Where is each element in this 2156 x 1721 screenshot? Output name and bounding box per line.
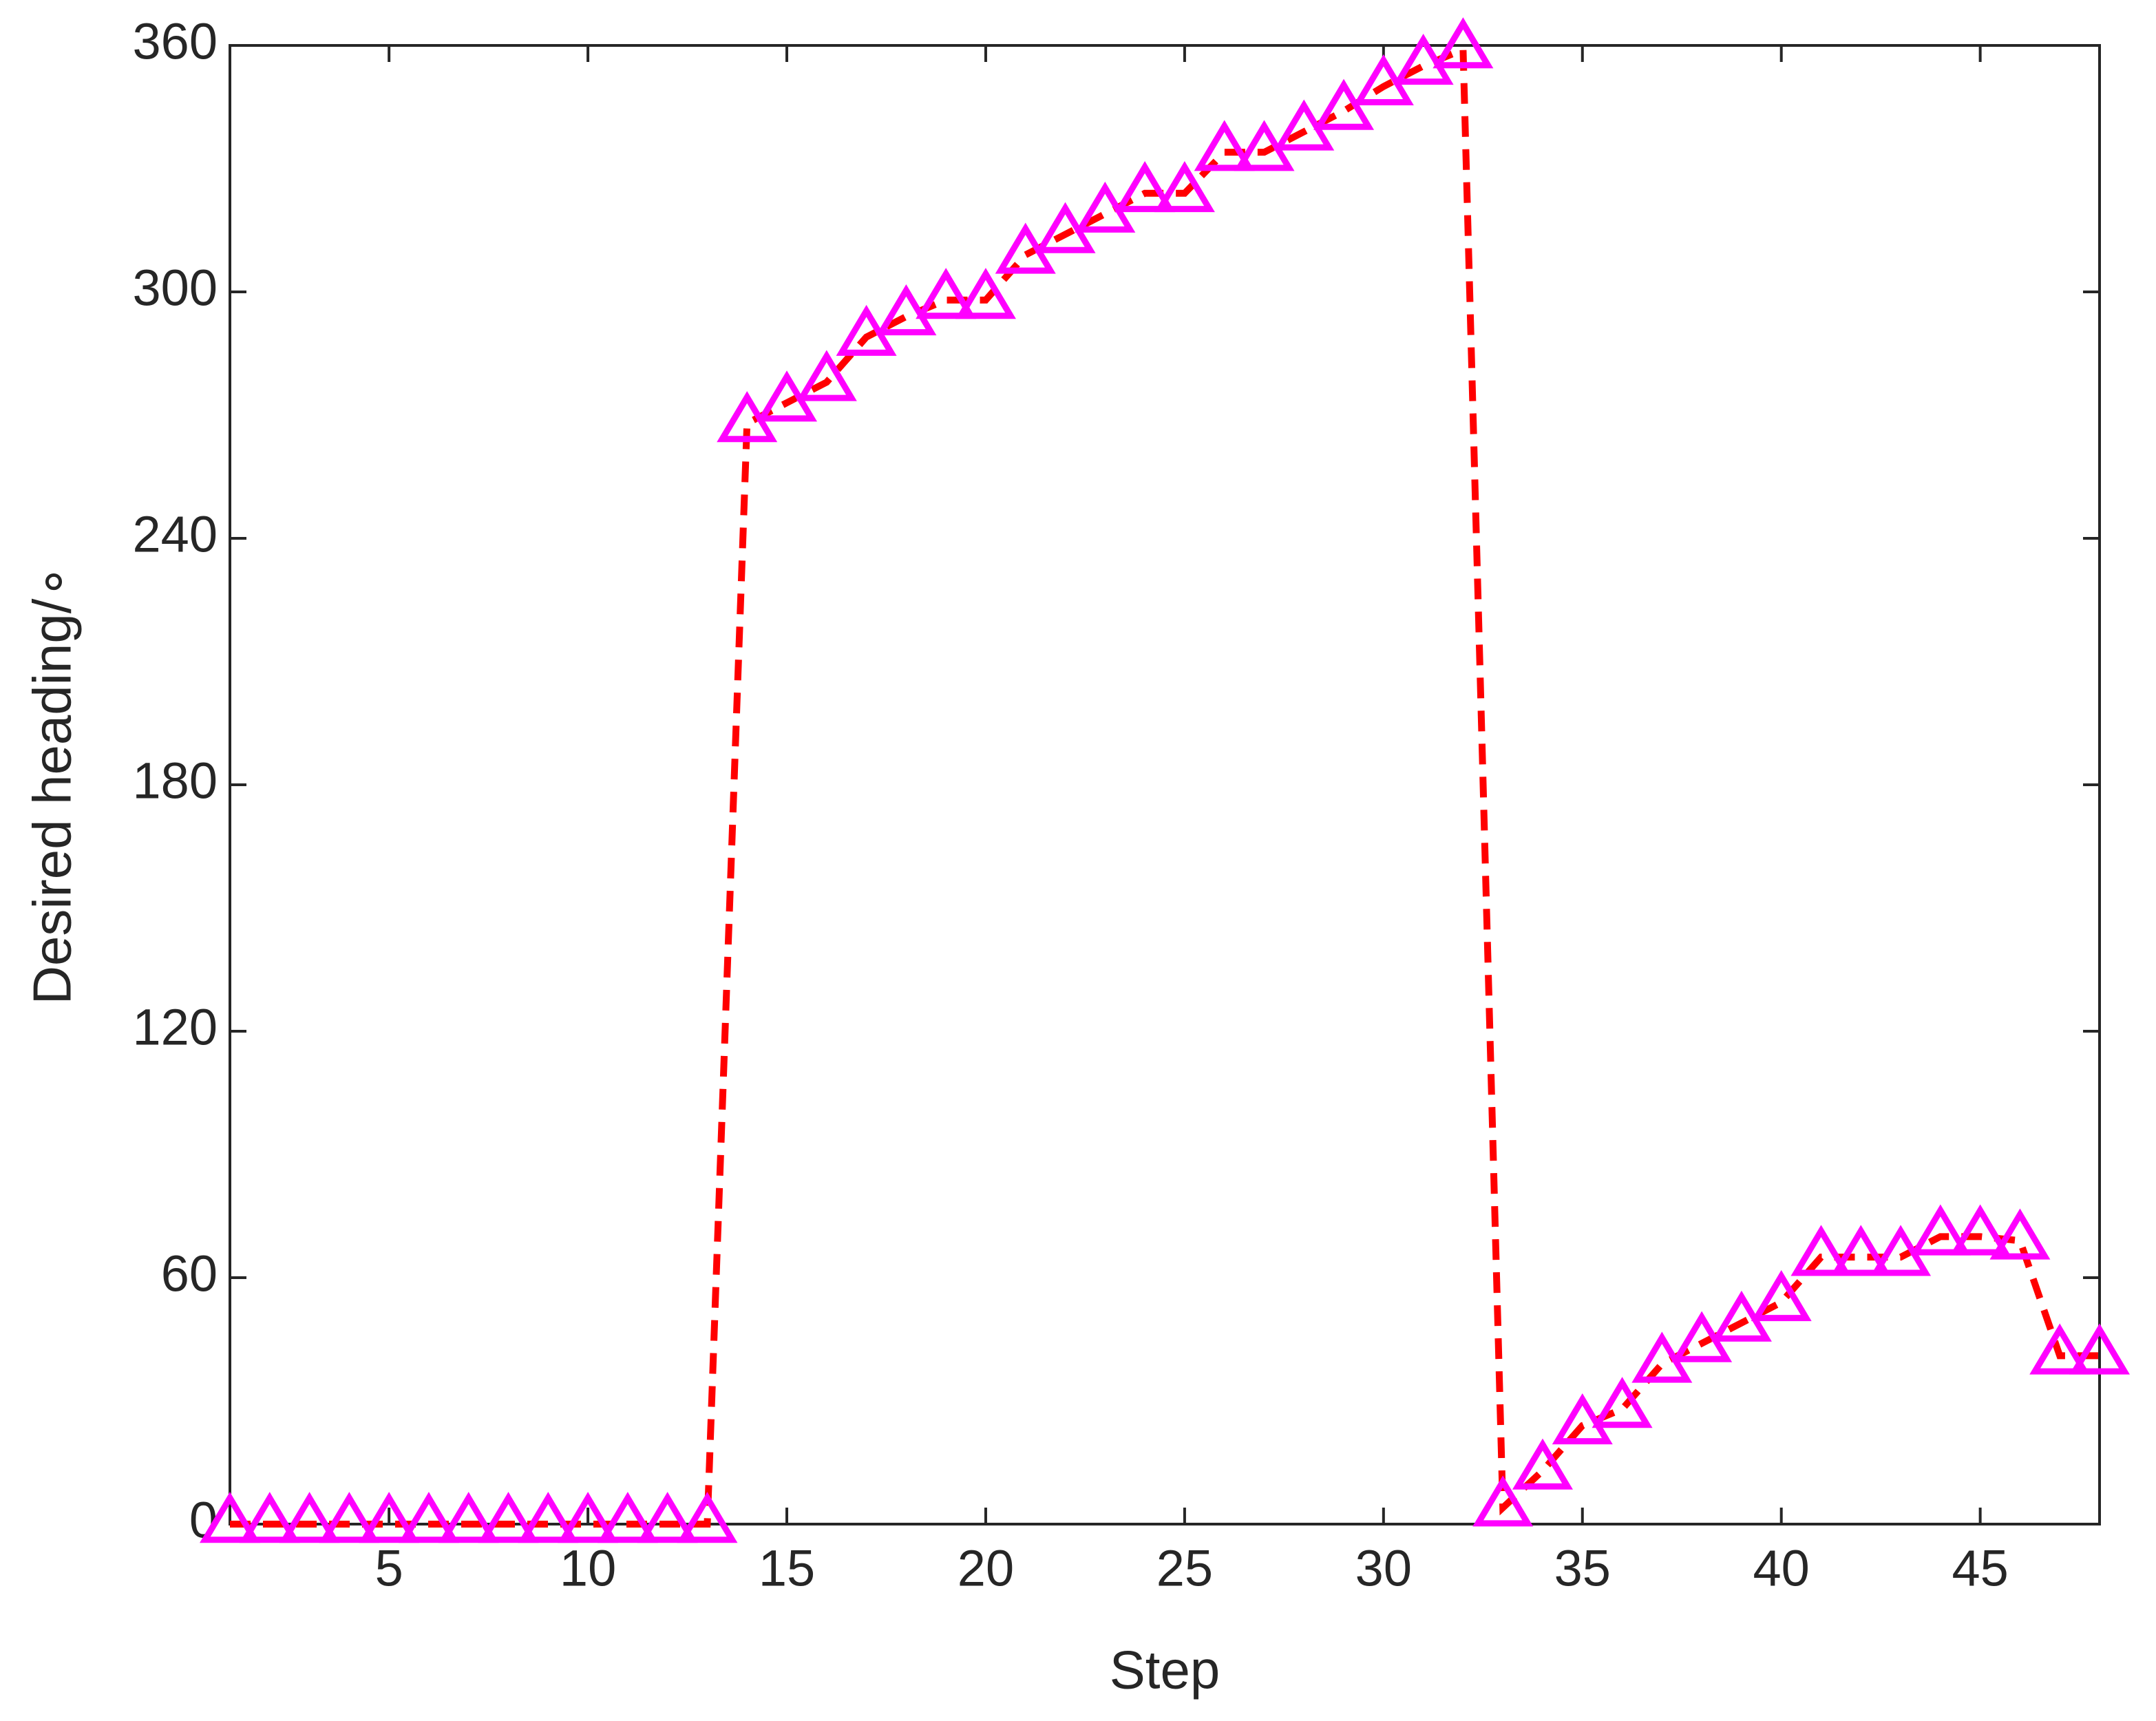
x-tick-label: 40 — [1753, 1540, 1810, 1597]
marker — [1512, 1438, 1573, 1490]
marker — [876, 284, 937, 336]
y-tick-label: 120 — [133, 999, 218, 1056]
x-tick-label: 25 — [1156, 1540, 1213, 1597]
plot-frame — [229, 44, 2101, 1525]
marker — [239, 1492, 300, 1543]
marker — [279, 1492, 340, 1543]
marker — [478, 1492, 539, 1543]
marker — [2029, 1323, 2091, 1375]
y-tick-label: 60 — [161, 1245, 218, 1302]
marker — [1552, 1393, 1613, 1445]
marker — [1194, 120, 1255, 171]
marker — [1751, 1269, 1812, 1322]
marker — [558, 1492, 619, 1543]
marker — [1949, 1204, 2011, 1256]
marker — [1790, 1225, 1852, 1276]
marker — [359, 1492, 420, 1543]
marker — [1114, 160, 1176, 213]
x-tick-label: 10 — [560, 1540, 616, 1597]
marker — [438, 1492, 499, 1543]
marker — [955, 268, 1016, 319]
marker — [597, 1492, 658, 1543]
marker — [677, 1492, 738, 1543]
marker — [1989, 1208, 2051, 1260]
x-tick-label: 5 — [375, 1540, 403, 1597]
y-tick-label: 240 — [133, 506, 218, 563]
x-tick-label: 15 — [759, 1540, 815, 1597]
marker — [916, 268, 977, 319]
x-tick-label: 45 — [1952, 1540, 2008, 1597]
y-tick-label: 300 — [133, 260, 218, 317]
y-axis-label: Desired heading/∘ — [22, 565, 83, 1005]
marker — [1910, 1204, 1971, 1256]
marker — [398, 1492, 459, 1543]
x-tick-label: 20 — [958, 1540, 1014, 1597]
marker — [1433, 17, 1494, 69]
marker — [1393, 34, 1454, 85]
y-tick-label: 180 — [133, 752, 218, 810]
marker — [1154, 160, 1215, 213]
marker — [637, 1492, 698, 1543]
marker — [319, 1492, 380, 1543]
x-tick-label: 30 — [1355, 1540, 1412, 1597]
marker — [1313, 78, 1375, 130]
marker — [2069, 1323, 2131, 1375]
marker — [518, 1492, 579, 1543]
x-axis-label: Step — [1110, 1640, 1220, 1700]
data-line — [230, 44, 2100, 1528]
x-tick-label: 35 — [1554, 1540, 1611, 1597]
marker — [1830, 1225, 1892, 1276]
marker — [199, 1492, 261, 1543]
y-tick-label: 360 — [133, 13, 218, 70]
marker — [1592, 1377, 1653, 1428]
marker — [796, 350, 857, 401]
marker — [1472, 1475, 1534, 1527]
